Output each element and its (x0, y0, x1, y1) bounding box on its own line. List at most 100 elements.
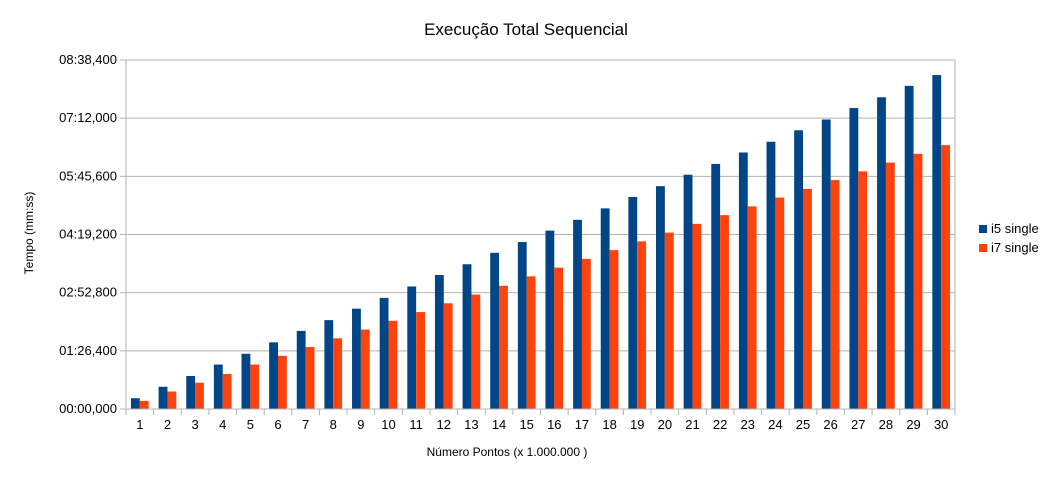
bar-i7-single-30 (941, 145, 951, 409)
x-tick-label: 6 (274, 417, 281, 432)
x-tick-label: 26 (823, 417, 837, 432)
bar-i5-single-13 (462, 264, 472, 409)
legend-swatch (979, 244, 987, 252)
bar-i5-single-8 (324, 320, 334, 409)
x-tick-label: 2 (164, 417, 171, 432)
bar-i5-single-5 (241, 353, 251, 409)
x-tick-label: 23 (741, 417, 755, 432)
bar-i7-single-22 (720, 215, 729, 409)
bar-i5-single-29 (904, 85, 914, 409)
bar-i7-single-14 (499, 285, 508, 409)
y-tick-label: 01:26,400 (59, 343, 117, 358)
y-tick-label: 00:00,000 (59, 401, 117, 416)
bar-i7-single-6 (277, 355, 287, 409)
bar-i7-single-21 (692, 223, 702, 409)
x-tick-label: 12 (437, 417, 451, 432)
bar-i7-single-24 (775, 197, 785, 409)
bar-i5-single-21 (683, 174, 693, 409)
bar-i5-single-17 (573, 219, 582, 409)
y-tick-label: 02:52,800 (59, 285, 117, 300)
bar-i5-single-16 (545, 230, 555, 409)
bar-i7-single-18 (609, 250, 619, 409)
bar-i5-single-11 (407, 286, 417, 409)
axes: 00:00,000 01:26,400 02:52,800 04:19,200 05:4… (59, 52, 956, 432)
x-tick-label: 20 (658, 417, 672, 432)
bar-i7-single-17 (581, 258, 591, 409)
bar-i5-single-24 (766, 141, 776, 409)
bar-i7-single-3 (195, 382, 204, 409)
bar-i7-single-8 (333, 338, 343, 409)
x-tick-label: 5 (247, 417, 254, 432)
bar-i5-single-23 (738, 152, 748, 409)
x-tick-label: 29 (906, 417, 920, 432)
bar-i5-single-9 (352, 308, 361, 409)
bar-i5-single-4 (213, 364, 223, 409)
bar-i7-single-10 (388, 320, 398, 409)
bar-i5-single-30 (932, 75, 942, 409)
x-tick-label: 21 (685, 417, 699, 432)
bar-i7-single-25 (803, 188, 812, 409)
x-tick-label: 1 (136, 417, 143, 432)
bar-i7-single-9 (360, 329, 370, 409)
x-tick-label: 30 (934, 417, 948, 432)
bar-i7-single-15 (526, 276, 536, 409)
x-tick-label: 24 (768, 417, 782, 432)
x-tick-label: 22 (713, 417, 727, 432)
x-tick-label: 9 (357, 417, 364, 432)
bar-i7-single-4 (222, 373, 232, 409)
x-tick-label: 25 (796, 417, 810, 432)
x-tick-label: 3 (191, 417, 198, 432)
bar-i7-single-28 (885, 162, 895, 409)
bar-i5-single-7 (296, 330, 306, 409)
x-tick-label: 7 (302, 417, 309, 432)
bar-i7-single-11 (416, 312, 425, 409)
bar-i7-single-12 (443, 303, 453, 409)
bar-i7-single-29 (913, 153, 923, 409)
y-tick-label: 07:12,000 (59, 110, 117, 125)
chart-title: Execução Total Sequencial (424, 20, 628, 39)
x-tick-label: 17 (575, 417, 589, 432)
bar-i5-single-19 (628, 196, 638, 409)
bar-i5-single-3 (186, 376, 196, 409)
x-tick-label: 27 (851, 417, 865, 432)
bar-i7-single-23 (747, 206, 757, 409)
bar-i5-single-27 (849, 108, 859, 409)
bar-i5-single-26 (821, 119, 831, 409)
bar-i7-single-2 (167, 391, 177, 409)
bar-i5-single-25 (794, 130, 804, 409)
x-tick-label: 19 (630, 417, 644, 432)
bar-i5-single-22 (711, 163, 721, 409)
x-tick-label: 28 (879, 417, 893, 432)
bar-i7-single-13 (471, 294, 481, 409)
x-tick-label: 14 (492, 417, 506, 432)
y-tick-label: 08:38,400 (59, 52, 117, 67)
legend-label: i7 single (991, 240, 1039, 255)
y-tick-label: 04:19,200 (59, 227, 117, 242)
x-tick-label: 13 (464, 417, 478, 432)
legend: i5 single i7 single (979, 221, 1039, 255)
x-tick-label: 11 (409, 417, 423, 432)
y-axis-title: Tempo (mm:ss) (22, 192, 36, 275)
bar-i5-single-18 (600, 208, 610, 409)
x-axis-title: Número Pontos (x 1.000.000 ) (427, 445, 588, 459)
bar-i7-single-5 (250, 364, 260, 409)
legend-swatch (979, 225, 987, 233)
bar-i5-single-1 (130, 398, 140, 409)
y-tick-label: 05:45,600 (59, 168, 117, 183)
legend-label: i5 single (991, 221, 1039, 236)
bar-i5-single-15 (517, 242, 527, 409)
x-tick-label: 18 (602, 417, 616, 432)
x-tick-label: 8 (330, 417, 337, 432)
bar-i7-single-7 (305, 347, 315, 409)
bar-i5-single-20 (656, 186, 665, 409)
bar-i5-single-2 (158, 386, 168, 409)
x-tick-label: 4 (219, 417, 226, 432)
bar-i7-single-19 (637, 241, 647, 409)
x-tick-label: 16 (547, 417, 561, 432)
bar-i5-single-6 (269, 342, 278, 409)
bar-i7-single-20 (664, 232, 674, 409)
bar-i5-single-12 (434, 275, 444, 409)
bar-i5-single-28 (877, 97, 886, 409)
